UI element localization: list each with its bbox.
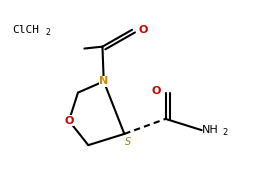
Text: O: O [64, 116, 74, 126]
Text: 2: 2 [45, 28, 50, 37]
Text: N: N [99, 76, 108, 86]
Text: S: S [125, 137, 131, 147]
Text: O: O [139, 25, 148, 35]
Text: ClCH: ClCH [12, 25, 39, 35]
Text: NH: NH [202, 125, 218, 135]
Text: 2: 2 [223, 129, 228, 137]
Text: O: O [151, 86, 160, 96]
